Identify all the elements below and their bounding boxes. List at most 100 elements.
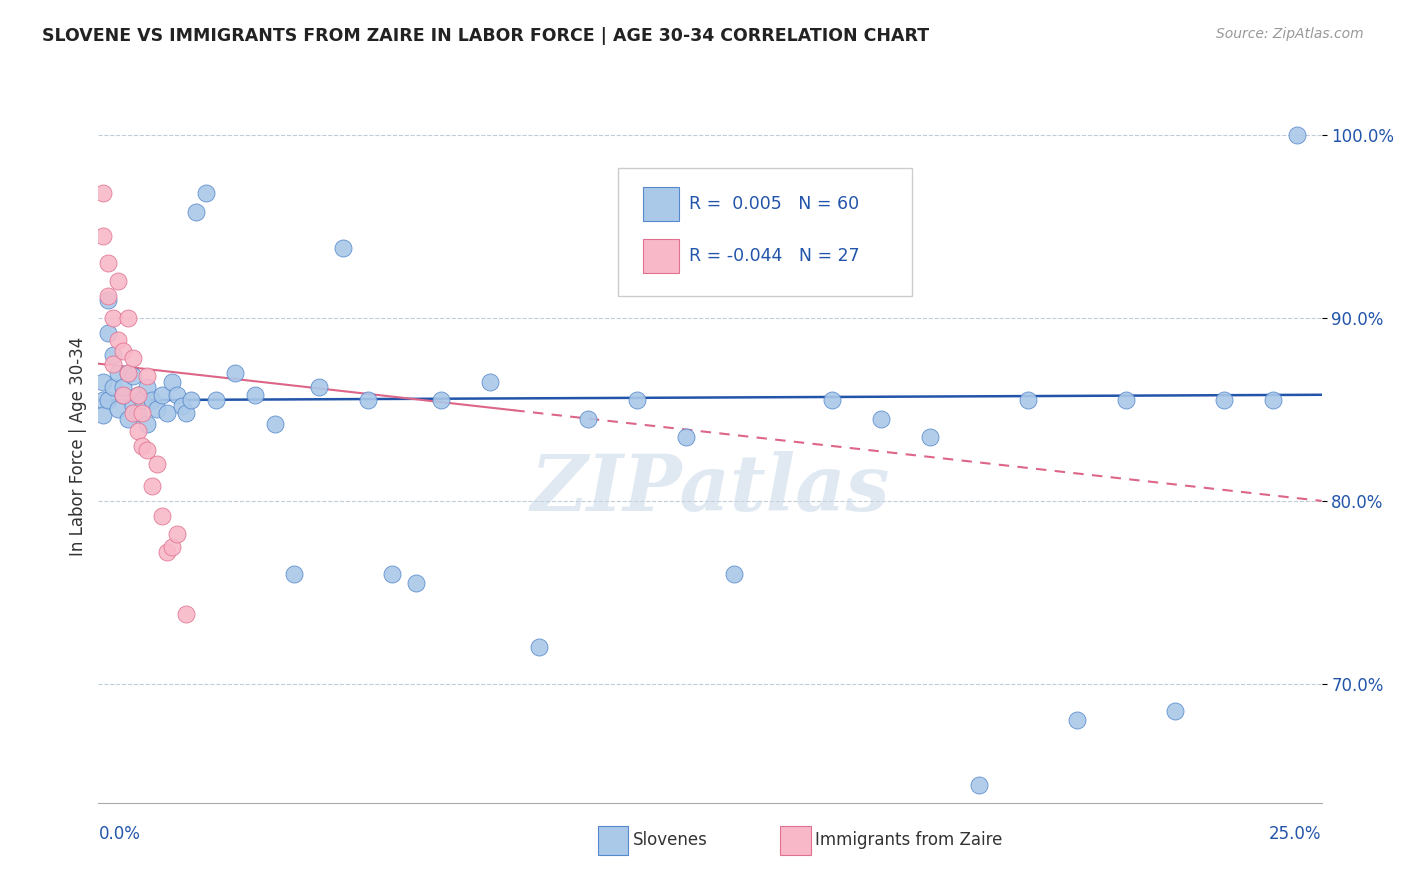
Point (186, 204, 208, 219)
Point (180, 393, 202, 408)
Point (117, 411, 139, 425)
Text: Immigrants from Zaire: Immigrants from Zaire (815, 831, 1002, 849)
Point (131, 406, 153, 420)
Point (870, 411, 893, 425)
Text: 25.0%: 25.0% (1270, 825, 1322, 843)
Point (107, 366, 129, 380)
Point (127, 425, 149, 439)
Point (176, 406, 198, 420)
Point (405, 576, 427, 591)
Point (1286, 128, 1309, 142)
Point (136, 417, 159, 431)
Point (381, 567, 404, 582)
Point (131, 393, 153, 408)
Point (141, 479, 163, 493)
Point (150, 508, 173, 523)
FancyBboxPatch shape (619, 168, 912, 296)
Text: ZIPatlas: ZIPatlas (530, 450, 890, 527)
Point (97, 393, 120, 408)
Point (107, 274, 129, 288)
Text: Source: ZipAtlas.com: Source: ZipAtlas.com (1216, 27, 1364, 41)
Point (156, 545, 179, 559)
Point (121, 369, 143, 384)
Point (166, 388, 188, 402)
Point (136, 369, 159, 384)
Point (243, 388, 266, 402)
Point (97, 326, 120, 340)
Point (821, 393, 844, 408)
Point (111, 380, 134, 394)
Point (308, 380, 330, 394)
Point (332, 241, 354, 255)
Point (101, 357, 124, 371)
Point (1017, 393, 1039, 408)
Text: 0.0%: 0.0% (98, 825, 141, 843)
Point (626, 393, 648, 408)
Point (136, 380, 159, 394)
Text: SLOVENE VS IMMIGRANTS FROM ZAIRE IN LABOR FORCE | AGE 30-34 CORRELATION CHART: SLOVENE VS IMMIGRANTS FROM ZAIRE IN LABO… (42, 27, 929, 45)
Point (195, 186, 218, 201)
Point (527, 640, 550, 655)
Point (101, 347, 124, 361)
Point (136, 442, 159, 457)
Point (160, 375, 183, 389)
Point (111, 343, 134, 358)
Point (107, 333, 129, 347)
Point (160, 540, 183, 554)
Point (121, 351, 143, 366)
Point (1212, 393, 1234, 408)
Text: R = -0.044   N = 27: R = -0.044 N = 27 (689, 247, 860, 265)
Point (141, 393, 163, 408)
Point (920, 430, 942, 444)
Point (91, 228, 114, 243)
Text: R =  0.005   N = 60: R = 0.005 N = 60 (689, 195, 859, 213)
Point (156, 406, 179, 420)
Point (967, 777, 990, 791)
Point (127, 388, 149, 402)
Point (131, 439, 153, 453)
Point (150, 388, 173, 402)
Point (97, 293, 120, 307)
Point (176, 607, 198, 622)
Text: Slovenes: Slovenes (633, 831, 707, 849)
Point (356, 393, 378, 408)
Point (97, 256, 120, 270)
Point (111, 388, 134, 402)
Point (576, 411, 599, 425)
Point (146, 402, 169, 417)
Point (91, 408, 114, 422)
Point (205, 393, 228, 408)
Point (121, 399, 143, 413)
Point (166, 526, 188, 541)
Point (111, 388, 134, 402)
Point (117, 310, 139, 325)
Point (91, 393, 114, 408)
Point (1115, 393, 1137, 408)
Point (1066, 714, 1088, 728)
Point (91, 375, 114, 389)
Point (430, 393, 453, 408)
Point (1261, 393, 1284, 408)
Point (224, 366, 246, 380)
Point (91, 186, 114, 201)
Bar (643, 239, 679, 273)
Point (263, 417, 285, 431)
Point (146, 458, 169, 472)
Point (117, 366, 139, 380)
Point (675, 430, 697, 444)
Y-axis label: In Labor Force | Age 30-34: In Labor Force | Age 30-34 (69, 336, 87, 556)
Point (117, 366, 139, 380)
Point (170, 399, 193, 413)
Point (127, 406, 149, 420)
Point (1164, 704, 1187, 718)
Point (107, 402, 129, 417)
Point (121, 406, 143, 420)
Point (478, 375, 501, 389)
Point (101, 310, 124, 325)
Point (101, 380, 124, 394)
Point (97, 289, 120, 303)
Point (127, 388, 149, 402)
Bar (643, 187, 679, 221)
Point (283, 567, 305, 582)
Point (723, 567, 745, 582)
